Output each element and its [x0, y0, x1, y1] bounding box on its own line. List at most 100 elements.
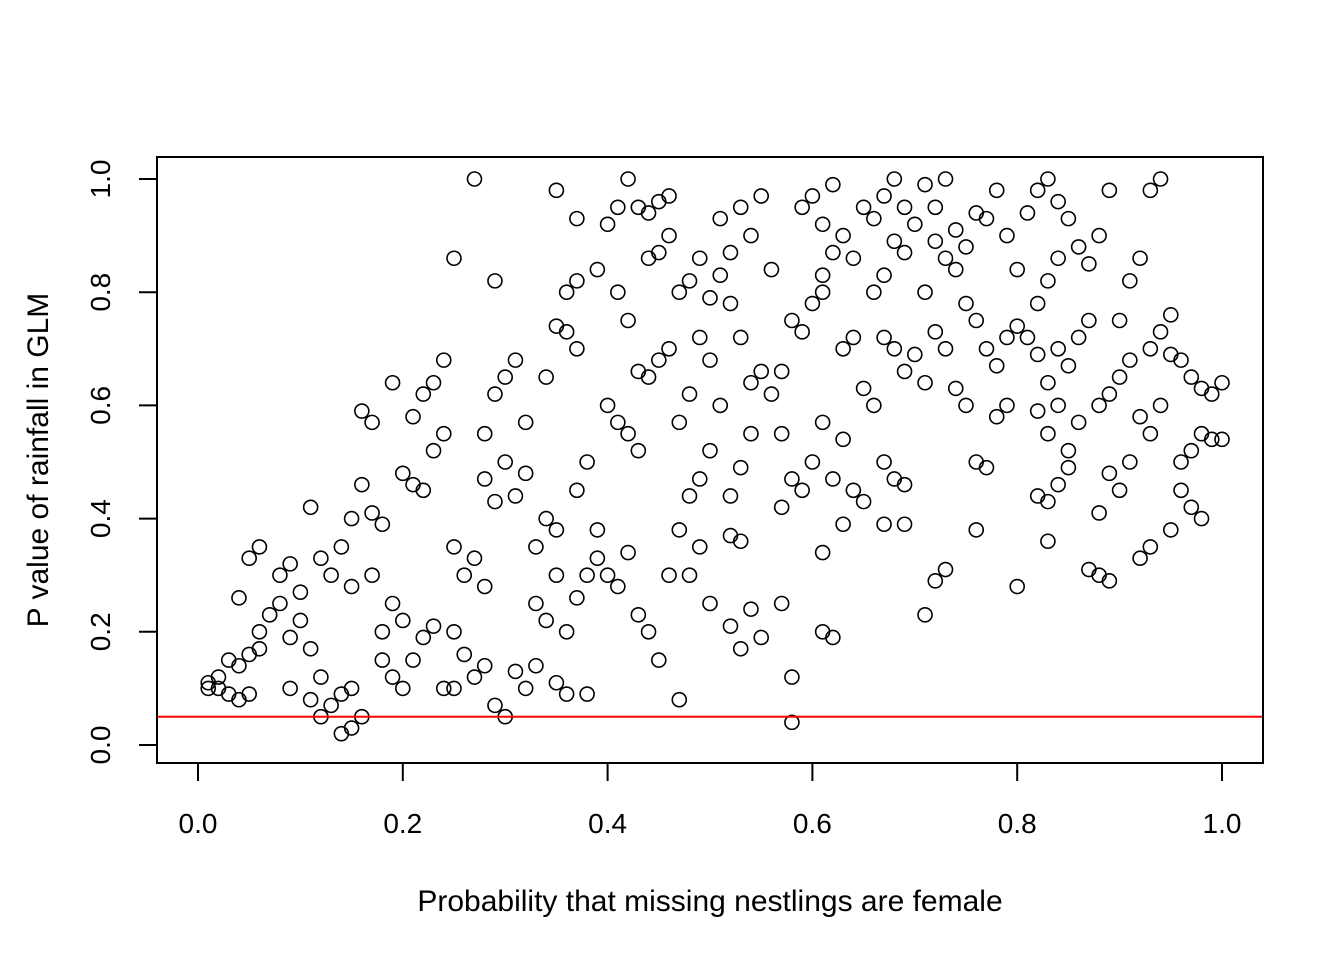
data-point: [661, 340, 677, 357]
data-point: [302, 640, 319, 657]
data-point: [517, 414, 534, 431]
data-point: [374, 652, 391, 668]
data-point: [374, 623, 391, 640]
data-point: [1152, 324, 1169, 340]
data-point: [261, 607, 278, 623]
data-point: [558, 284, 575, 301]
data-point: [323, 567, 339, 584]
data-point: [1152, 171, 1169, 187]
data-point: [302, 499, 319, 516]
data-point: [251, 539, 268, 555]
data-point: [927, 233, 944, 250]
data-point: [394, 465, 411, 482]
data-point: [415, 386, 432, 402]
data-point: [558, 623, 575, 640]
data-point: [579, 686, 595, 702]
y-tick-label: 0.2: [85, 612, 116, 651]
x-tick-label: 1.0: [1203, 808, 1242, 839]
data-point: [1183, 369, 1200, 385]
data-point: [917, 176, 933, 193]
data-point: [466, 669, 483, 685]
data-point: [999, 227, 1015, 244]
data-point: [804, 188, 821, 204]
data-point: [1142, 539, 1159, 555]
data-point: [906, 216, 923, 233]
data-point: [1122, 273, 1138, 289]
data-point: [1101, 182, 1118, 199]
data-point: [313, 669, 329, 685]
data-point: [917, 374, 933, 391]
data-point: [743, 425, 759, 442]
data-point: [528, 657, 544, 674]
data-point: [1060, 357, 1077, 374]
data-point: [1070, 414, 1087, 431]
plot-frame: [156, 156, 1264, 764]
x-tick-label: 0.4: [588, 808, 627, 839]
data-point: [569, 482, 585, 499]
data-point: [487, 386, 503, 402]
data-point: [476, 471, 493, 487]
data-point: [978, 459, 995, 476]
data-point: [835, 340, 851, 357]
data-point: [753, 188, 770, 204]
data-point: [866, 210, 882, 227]
data-point: [620, 425, 636, 442]
data-point: [599, 216, 616, 233]
y-axis-title: P value of rainfall in GLM: [22, 293, 55, 628]
data-point: [630, 442, 647, 459]
data-point: [937, 250, 954, 267]
data-point: [732, 329, 749, 346]
data-point: [1132, 550, 1148, 567]
data-point: [548, 567, 565, 584]
data-point: [784, 669, 800, 685]
data-point: [671, 691, 688, 708]
data-point: [1009, 318, 1026, 334]
data-point: [1040, 425, 1056, 442]
data-point: [610, 199, 626, 216]
data-point: [384, 374, 401, 391]
data-point: [1183, 499, 1200, 516]
data-point: [671, 522, 688, 538]
data-point: [845, 250, 862, 267]
data-point: [210, 669, 227, 685]
data-point: [415, 482, 432, 499]
data-point: [896, 244, 913, 261]
data-point: [896, 199, 913, 216]
y-tick-label: 0.6: [85, 386, 116, 425]
data-point: [548, 182, 565, 199]
data-point: [466, 171, 483, 187]
data-point: [610, 578, 626, 595]
data-point: [528, 595, 544, 612]
data-point: [784, 471, 800, 487]
data-point: [241, 550, 257, 567]
data-point: [763, 261, 780, 278]
data-point: [1101, 465, 1118, 482]
data-point: [558, 324, 575, 340]
data-point: [835, 431, 851, 448]
data-point: [681, 488, 698, 504]
y-tick-label: 0.4: [85, 499, 116, 538]
data-point: [732, 199, 749, 216]
data-point: [773, 363, 790, 380]
data-point: [292, 612, 309, 629]
data-point: [855, 380, 872, 397]
data-point: [804, 454, 821, 470]
data-point: [528, 539, 544, 555]
data-point: [323, 697, 339, 714]
data-point: [1214, 431, 1230, 448]
data-point: [640, 623, 657, 640]
data-point: [1060, 459, 1077, 476]
data-point: [251, 640, 268, 657]
data-point: [855, 199, 872, 216]
data-point: [999, 329, 1015, 346]
data-point: [1070, 329, 1087, 346]
data-point: [763, 386, 780, 402]
data-point: [220, 652, 237, 668]
data-point: [814, 216, 831, 233]
data-point: [1203, 386, 1220, 402]
data-point: [947, 380, 964, 397]
data-point: [691, 539, 708, 555]
data-point: [415, 629, 432, 646]
data-point: [702, 352, 718, 368]
